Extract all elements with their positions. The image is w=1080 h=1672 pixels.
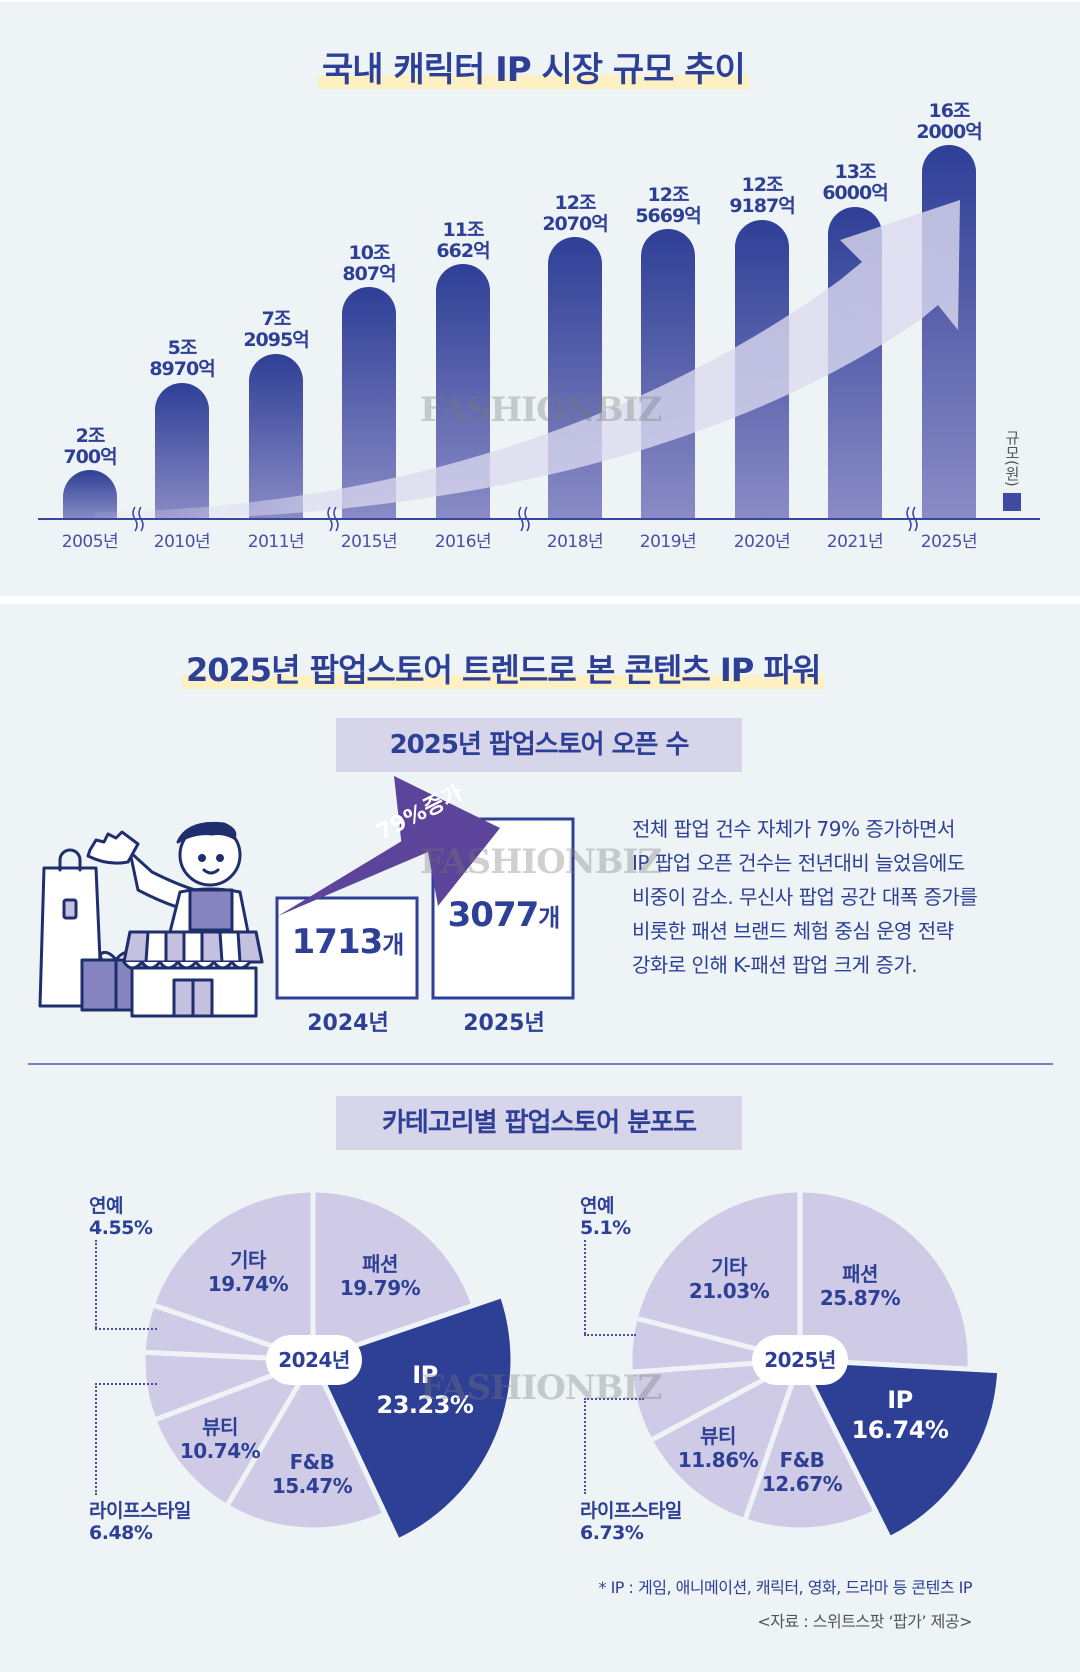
trend-arrow <box>95 200 960 521</box>
label-2024-fashion: 패션 19.79% <box>339 1252 421 1300</box>
year-2025-label: 2025년 <box>463 1011 545 1036</box>
distribution-subtitle: 카테고리별 팝업스토어 분포도 <box>336 1096 742 1150</box>
leader-2025-lifestyle-h <box>584 1398 644 1400</box>
slice-2024-beauty <box>151 1357 316 1509</box>
label-2024-beauty: 뷰티 10.74% <box>179 1415 261 1463</box>
label-2025-fashion: 패션 25.87% <box>819 1262 901 1310</box>
bar-2025 <box>922 145 976 520</box>
waving-hand-icon <box>86 830 140 865</box>
label-2024-etc: 기타 19.74% <box>207 1248 289 1296</box>
leader-2024-entertainment-v <box>95 1240 97 1328</box>
market-size-title: 국내 캐릭터 IP 시장 규모 추이 <box>318 42 749 91</box>
bar-value-2015: 10조 807억 <box>342 242 396 285</box>
bar-2011 <box>249 354 303 520</box>
label-2025-beauty: 뷰티 11.86% <box>677 1424 759 1472</box>
shopkeeper-illustration <box>38 821 264 1018</box>
bar-value-2016: 11조 662억 <box>436 219 490 262</box>
market-size-bar-chart <box>38 145 1040 532</box>
label-2025-lifestyle: 라이프스타일 6.73% <box>580 1500 682 1544</box>
leader-2025-lifestyle-v <box>584 1398 586 1494</box>
bar-value-2011: 7조 2095억 <box>243 308 309 351</box>
open-count-description: 전체 팝업 건수 자체가 79% 증가하면서 IP 팝업 오픈 건수는 전년대비… <box>632 817 978 977</box>
bar-value-2005: 2조 700억 <box>63 425 117 468</box>
open-count-subtitle: 2025년 팝업스토어 오픈 수 <box>336 718 742 772</box>
pie-2025-center: 2025년 <box>764 1348 836 1372</box>
year-2024-label: 2024년 <box>307 1011 389 1036</box>
bar-value-2019: 12조 5669억 <box>635 184 701 227</box>
label-2025-etc: 기타 21.03% <box>688 1255 770 1303</box>
ip-footnote: * IP : 게임, 애니메이션, 캐릭터, 영화, 드라마 등 콘텐츠 IP <box>598 1578 972 1597</box>
label-2024-fnb: F&B 15.47% <box>271 1450 353 1498</box>
leader-2025-entertainment-h <box>584 1334 636 1336</box>
bar-value-2010: 5조 8970억 <box>149 337 215 380</box>
year-label-2018: 2018년 <box>546 532 604 552</box>
bar-2016 <box>436 264 490 520</box>
count-2024: 1713개 <box>291 922 405 962</box>
growth-boxes <box>275 776 575 1000</box>
bar-2019 <box>641 229 695 520</box>
pie-2025-center-badge <box>752 1335 848 1385</box>
slice-2025-fnb <box>742 1357 879 1533</box>
slice-2025-beauty <box>647 1357 803 1524</box>
label-2025-entertainment: 연예 5.1% <box>580 1195 631 1239</box>
year-label-2020: 2020년 <box>733 532 791 552</box>
slice-2024-ip <box>310 1293 516 1544</box>
bar-value-2020: 12조 9187억 <box>729 174 795 217</box>
slice-2025-etc <box>632 1187 803 1363</box>
year-label-2021: 2021년 <box>826 532 884 552</box>
leader-2025-entertainment-v <box>584 1240 586 1334</box>
year-label-2005: 2005년 <box>61 532 119 552</box>
label-2025-ip: IP 16.74% <box>851 1386 949 1444</box>
section-divider <box>28 1063 1053 1065</box>
pie-2024-center: 2024년 <box>278 1348 350 1372</box>
bar-value-2021: 13조 6000억 <box>822 161 888 204</box>
bar-2005 <box>63 470 117 520</box>
slice-2024-fnb <box>224 1357 388 1533</box>
leader-2024-entertainment-h <box>95 1328 157 1330</box>
popup-section-title: 2025년 팝업스토어 트렌드로 본 콘텐츠 IP 파워 <box>182 645 825 691</box>
slice-2024-etc <box>149 1187 316 1363</box>
box-2024 <box>275 896 419 1000</box>
source-note: <자료 : 스위트스팟 ‘팝가’ 제공> <box>757 1612 972 1631</box>
label-2025-fnb: F&B 12.67% <box>761 1448 843 1496</box>
leader-2024-lifestyle-h <box>95 1383 157 1385</box>
bar-value-2018: 12조 2070억 <box>542 192 608 235</box>
year-label-2025: 2025년 <box>920 532 978 552</box>
count-2025: 3077개 <box>447 895 561 935</box>
bar-2010 <box>155 383 209 520</box>
year-label-2011: 2011년 <box>247 532 305 552</box>
legend-swatch <box>1003 493 1021 511</box>
bar-value-2025: 16조 2000억 <box>916 100 982 143</box>
year-label-2015: 2015년 <box>340 532 398 552</box>
axis-break-marks <box>132 506 918 532</box>
pie-2025 <box>627 1187 1003 1542</box>
slice-2025-ip <box>797 1357 1003 1542</box>
bar-2018 <box>548 237 602 520</box>
label-2024-entertainment: 연예 4.55% <box>89 1195 153 1239</box>
pie-2024-center-badge <box>266 1335 362 1385</box>
year-label-2010: 2010년 <box>153 532 211 552</box>
leader-2024-lifestyle-v <box>95 1383 97 1495</box>
pie-2024 <box>140 1187 516 1544</box>
slice-2025-fashion <box>797 1187 973 1372</box>
bar-2015 <box>342 287 396 520</box>
label-2024-ip: IP 23.23% <box>376 1361 474 1419</box>
legend-label: 규모(원) <box>1003 430 1021 487</box>
label-2024-lifestyle: 라이프스타일 6.48% <box>89 1500 191 1544</box>
year-label-2019: 2019년 <box>639 532 697 552</box>
year-label-2016: 2016년 <box>434 532 492 552</box>
box-2025 <box>431 817 575 1000</box>
pie-charts <box>140 1187 1003 1544</box>
